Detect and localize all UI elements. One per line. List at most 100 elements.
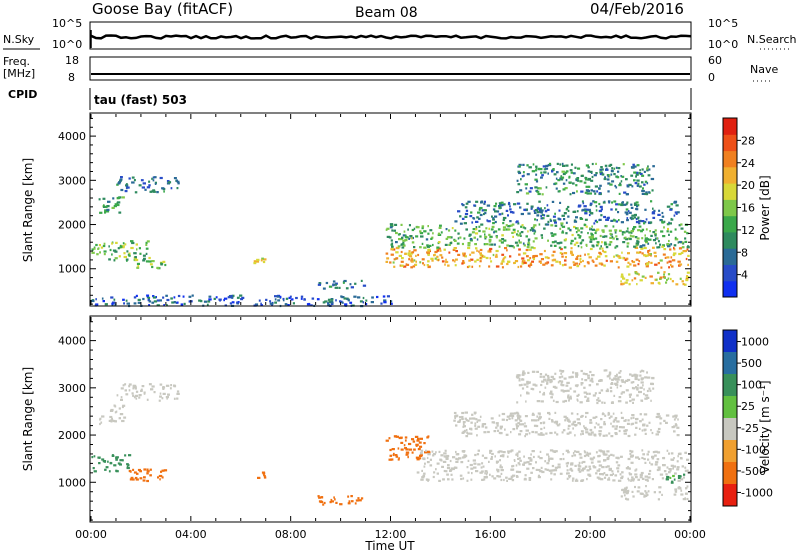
power-cell — [99, 251, 101, 254]
power-cell — [391, 229, 394, 232]
power-cell — [147, 299, 150, 302]
velocity-cell — [586, 399, 590, 402]
power-cell — [139, 252, 142, 255]
power-colorbar-segment — [723, 264, 737, 282]
power-cell — [647, 253, 651, 256]
velocity-cell — [531, 430, 534, 434]
power-cell — [518, 241, 522, 244]
velocity-cell — [648, 472, 651, 476]
velocity-cell — [637, 478, 640, 481]
velocity-cell — [576, 418, 581, 421]
velocity-cell — [317, 495, 320, 498]
power-cell — [636, 243, 639, 246]
power-cell — [663, 226, 665, 229]
power-cell — [626, 219, 629, 222]
power-cell — [567, 209, 570, 212]
velocity-cell — [501, 412, 506, 416]
velocity-cell — [496, 429, 500, 432]
power-cell — [393, 229, 396, 232]
nave-label: Nave — [750, 63, 778, 76]
power-cell — [625, 258, 628, 261]
power-cell — [454, 264, 457, 267]
velocity-cell — [562, 457, 565, 461]
power-cell — [611, 201, 613, 204]
velocity-colorbar-segment — [723, 418, 737, 441]
power-cell — [350, 286, 354, 289]
velocity-cell — [477, 463, 481, 466]
velocity-cell — [469, 463, 473, 467]
power-cell — [668, 233, 670, 236]
velocity-cell — [636, 394, 639, 397]
velocity-cell — [623, 432, 627, 435]
power-cell — [471, 265, 474, 268]
power-cell — [668, 222, 672, 225]
power-cell — [622, 256, 625, 259]
power-cell — [404, 239, 408, 242]
power-cell — [612, 225, 615, 228]
power-cell — [513, 231, 516, 234]
power-cell — [647, 262, 650, 265]
power-cell — [146, 294, 150, 297]
power-cell — [439, 249, 442, 252]
power-cell — [598, 251, 602, 254]
velocity-cell — [629, 452, 632, 455]
power-cell — [584, 212, 588, 215]
power-cell — [625, 213, 629, 216]
power-cell — [644, 221, 647, 224]
velocity-cell — [510, 449, 514, 452]
power-cell — [362, 284, 367, 287]
velocity-cell — [656, 458, 660, 461]
power-colorbar-tick-label: 4 — [741, 269, 748, 282]
power-cell — [593, 174, 597, 177]
velocity-cell — [616, 381, 619, 384]
velocity-cell — [615, 425, 618, 428]
power-cell — [464, 212, 469, 216]
velocity-cell — [644, 432, 647, 435]
power-cell — [671, 259, 676, 262]
power-cell — [427, 232, 430, 235]
power-cell — [644, 180, 648, 183]
velocity-cell — [546, 381, 549, 384]
velocity-cell — [617, 470, 620, 473]
velocity-cell — [597, 399, 601, 402]
power-cell — [491, 215, 493, 218]
velocity-cell — [600, 473, 604, 476]
velocity-cell — [570, 375, 574, 378]
power-cell — [525, 187, 528, 190]
velocity-cell — [465, 429, 468, 432]
power-cell — [239, 294, 243, 297]
velocity-cell — [518, 457, 521, 460]
power-cell — [627, 252, 630, 255]
power-colorbar-tick-label: 16 — [741, 202, 755, 215]
power-cell — [260, 259, 263, 262]
power-cell — [554, 212, 556, 215]
velocity-cell — [510, 468, 515, 471]
power-cell — [103, 205, 106, 208]
velocity-cell — [565, 384, 569, 387]
power-cell — [589, 240, 593, 243]
power-cell — [407, 252, 411, 255]
power-cell — [583, 205, 587, 208]
power-cell — [166, 298, 170, 302]
velocity-cell — [590, 461, 594, 464]
velocity-cell — [563, 377, 567, 380]
velocity-cell — [481, 470, 484, 473]
power-cell — [579, 217, 582, 220]
velocity-cell — [436, 462, 440, 465]
velocity-cell — [480, 466, 483, 469]
velocity-cell — [588, 392, 591, 395]
velocity-cell — [350, 495, 353, 498]
power-cell — [634, 271, 637, 274]
velocity-colorbar-tick-label: -25 — [741, 422, 759, 435]
power-cell — [494, 243, 496, 246]
velocity-cell — [119, 459, 123, 462]
power-cell — [528, 248, 532, 251]
power-cell — [544, 210, 548, 213]
power-cell — [400, 223, 403, 226]
velocity-cell — [113, 464, 117, 467]
velocity-cell — [565, 417, 569, 420]
velocity-cell — [394, 435, 397, 438]
power-cell — [498, 202, 503, 205]
power-cell — [502, 228, 506, 231]
velocity-cell — [405, 448, 409, 451]
